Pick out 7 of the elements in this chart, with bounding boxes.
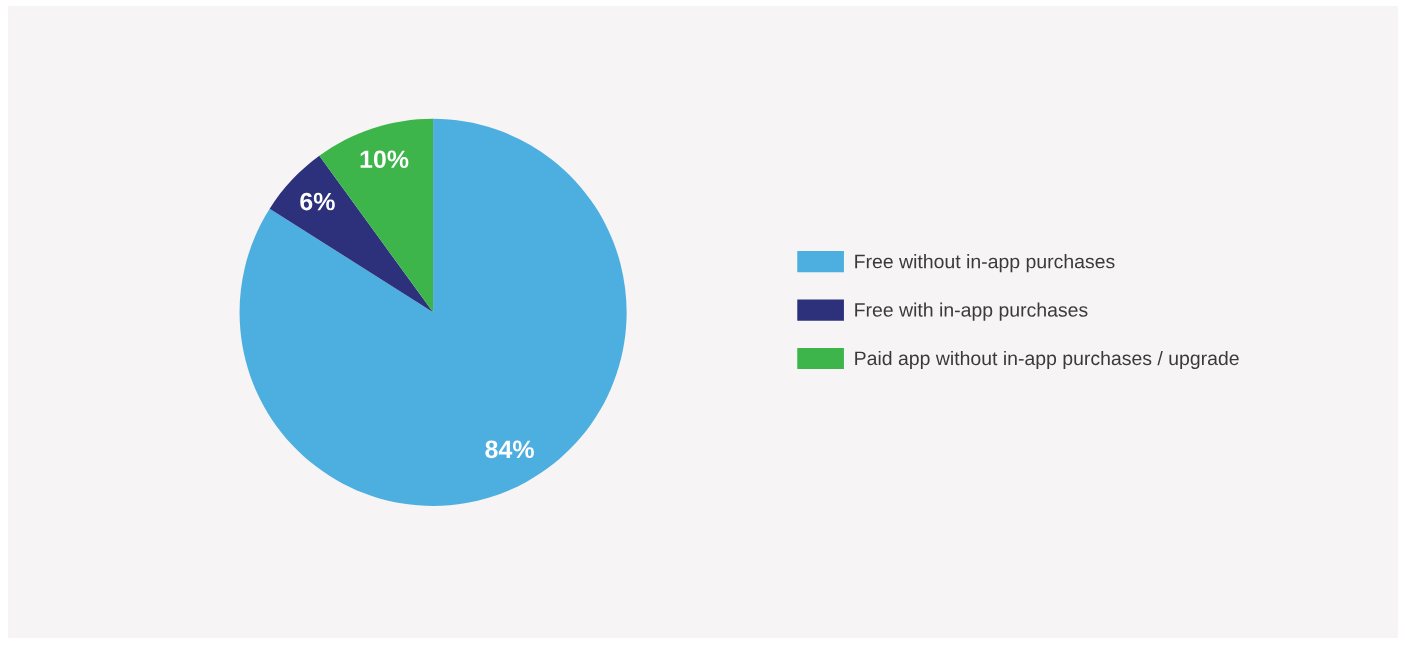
data-label: 10% (360, 150, 409, 169)
legend-label: Free with in-app purchases (855, 302, 1088, 321)
pie-slice (239, 118, 627, 506)
legend-label: Free without in-app purchases (855, 254, 1115, 273)
data-label: 84% (485, 440, 534, 459)
data-label: 6% (300, 192, 335, 211)
legend-label: Paid app without in-app purchases / upgrade (855, 350, 1239, 370)
